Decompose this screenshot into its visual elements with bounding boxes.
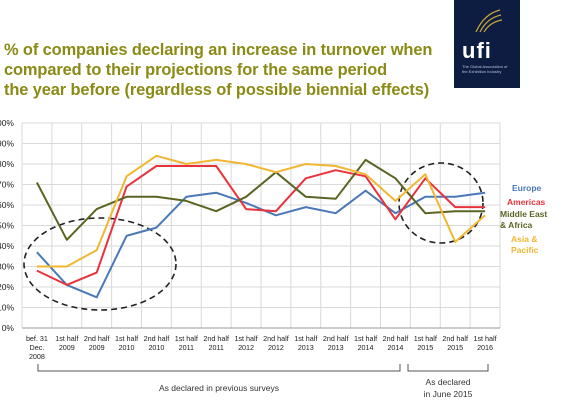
chart-title: % of companies declaring an increase in … [4, 40, 444, 100]
series-line-middle-east-africa [36, 158, 486, 241]
chart-series [36, 154, 486, 299]
title-line-3: the year before (regardless of possible … [4, 81, 430, 99]
chart-grid [21, 122, 501, 329]
logo-emblem-icon [475, 9, 503, 33]
legend-middle-east-africa: Middle East & Africa [500, 209, 547, 230]
x-tick-label: 1st half 2016 [473, 334, 496, 352]
logo-text: ufi [462, 38, 492, 63]
y-tick-label: 100% [0, 118, 14, 128]
x-tick-label: 2nd half 2013 [323, 334, 349, 352]
legend-europe: Europe [512, 183, 542, 193]
x-tick-label: 1st half 2011 [175, 334, 198, 352]
title-line-1: % of companies declaring an increase in … [4, 41, 433, 59]
y-tick-label: 20% [0, 282, 14, 292]
annotation-june-2015-line-2: in June 2015 [424, 389, 473, 399]
y-tick-label: 80% [0, 159, 14, 169]
y-tick-label: 50% [0, 221, 14, 231]
x-tick-label: 1st half 2009 [55, 334, 78, 352]
series-line-asia-pacific [36, 154, 486, 268]
title-line-2: compared to their projections for the sa… [4, 61, 388, 79]
period-annotations: As declared in previous surveys As declar… [37, 364, 489, 399]
highlight-circles [23, 162, 484, 311]
legend-americas: Americas [507, 197, 546, 207]
x-tick-label: 2nd half 2011 [203, 334, 229, 352]
bracket-previous-surveys [37, 364, 401, 372]
y-tick-label: 70% [0, 180, 14, 190]
x-tick-label: 2nd half 2009 [84, 334, 110, 352]
y-tick-label: 0% [2, 323, 15, 333]
x-tick-label: 2nd half 2015 [442, 334, 468, 352]
annotation-previous-surveys: As declared in previous surveys [159, 383, 279, 393]
y-tick-label: 30% [0, 262, 14, 272]
y-tick-label: 60% [0, 200, 14, 210]
x-tick-label: 2nd half 2010 [144, 334, 170, 352]
x-tick-label: 2nd half 2012 [263, 334, 289, 352]
x-tick-label: 1st half 2012 [234, 334, 257, 352]
x-tick-label: 1st half 2010 [115, 334, 138, 352]
bracket-june-2015 [407, 364, 489, 372]
legend-asia-pacific: Asia & Pacific [511, 234, 539, 255]
series-line-americas [36, 165, 486, 286]
chart-legend: Europe Americas Middle East & Africa Asia & P… [500, 183, 547, 255]
logo-tagline: The Global Association of the Exhibition… [462, 64, 508, 74]
y-tick-label: 10% [0, 303, 14, 313]
highlight-ellipse-2015 [398, 162, 484, 244]
y-tick-label: 40% [0, 241, 14, 251]
highlight-ellipse-2009 [23, 217, 177, 311]
series-line-europe [36, 189, 486, 299]
x-tick-label: 1st half 2014 [354, 334, 377, 352]
ufi-logo: ufi The Global Association of the Exhibi… [454, 0, 520, 88]
x-tick-label: 1st half 2013 [294, 334, 317, 352]
annotation-june-2015-line-1: As declared [426, 377, 471, 387]
x-axis: bef. 31 Dec. 2008 1st half 2009 2nd half 2009 1… [26, 334, 497, 361]
x-tick-label: 1st half 2015 [414, 334, 437, 352]
y-tick-label: 90% [0, 139, 14, 149]
y-axis: 0% 10% 20% 30% 40% 50% 60% 70% 80% 90% 100% [0, 118, 14, 333]
x-tick-label: bef. 31 Dec. 2008 [26, 334, 48, 361]
x-tick-label: 2nd half 2014 [383, 334, 409, 352]
